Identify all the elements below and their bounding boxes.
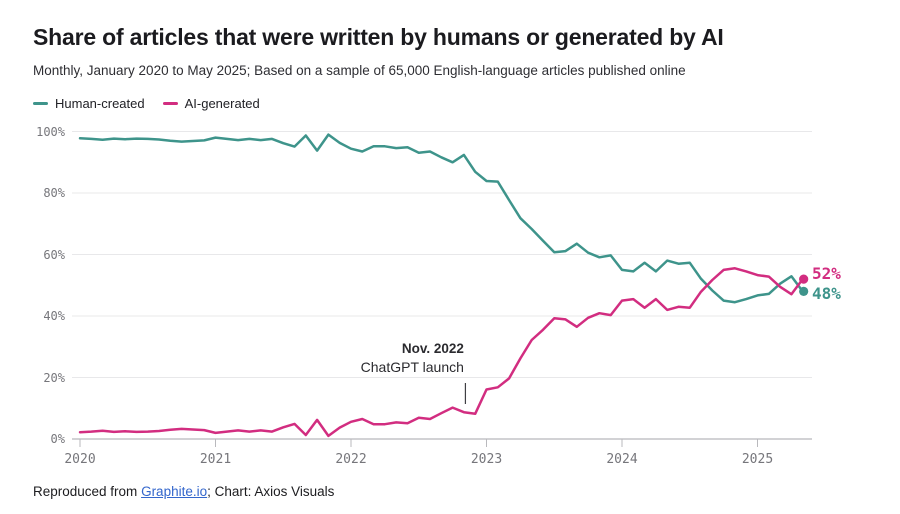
- series-line-ai-generated: [78, 267, 804, 438]
- y-axis-label: 80%: [43, 186, 65, 200]
- x-axis-label: 2024: [606, 452, 638, 467]
- x-axis-label: 2025: [741, 452, 774, 467]
- graphite-link[interactable]: Graphite.io: [141, 484, 208, 499]
- series-end-dot-ai-generated: [799, 274, 809, 284]
- chatgpt-launch-annotation: Nov. 2022 ChatGPT launch: [264, 339, 464, 377]
- x-axis-label: 2021: [199, 452, 232, 467]
- chart-subtitle: Monthly, January 2020 to May 2025; Based…: [33, 63, 686, 78]
- source-credit: Reproduced from Graphite.io; Chart: Axio…: [33, 484, 873, 499]
- series-end-dot-human-created: [799, 286, 809, 296]
- y-axis-label: 100%: [36, 124, 65, 139]
- footer-prefix: Reproduced from: [33, 484, 142, 499]
- y-axis-label: 20%: [43, 370, 65, 385]
- end-label-ai-generated: 52%: [812, 264, 841, 284]
- legend: Human-created AI-generated: [33, 96, 260, 111]
- legend-label-ai: AI-generated: [184, 96, 260, 111]
- annotation-text: ChatGPT launch: [360, 359, 464, 375]
- x-axis-label: 2023: [470, 452, 503, 467]
- series-line-human-created: [78, 133, 804, 304]
- x-axis-label: 2020: [64, 452, 96, 467]
- legend-item-ai: AI-generated: [162, 96, 260, 111]
- y-axis-label: 0%: [50, 432, 65, 446]
- legend-item-human: Human-created: [33, 96, 145, 111]
- chart-title: Share of articles that were written by h…: [33, 24, 724, 50]
- end-label-human-created: 48%: [812, 284, 841, 304]
- human-line-swatch-icon: [33, 102, 48, 105]
- ai-line-swatch-icon: [162, 102, 178, 105]
- annotation-date: Nov. 2022: [401, 341, 464, 356]
- x-axis-label: 2022: [335, 452, 367, 467]
- legend-label-human: Human-created: [55, 96, 145, 111]
- y-axis-label: 60%: [43, 247, 65, 262]
- y-axis-label: 40%: [43, 309, 65, 323]
- footer-suffix: ; Chart: Axios Visuals: [207, 484, 335, 499]
